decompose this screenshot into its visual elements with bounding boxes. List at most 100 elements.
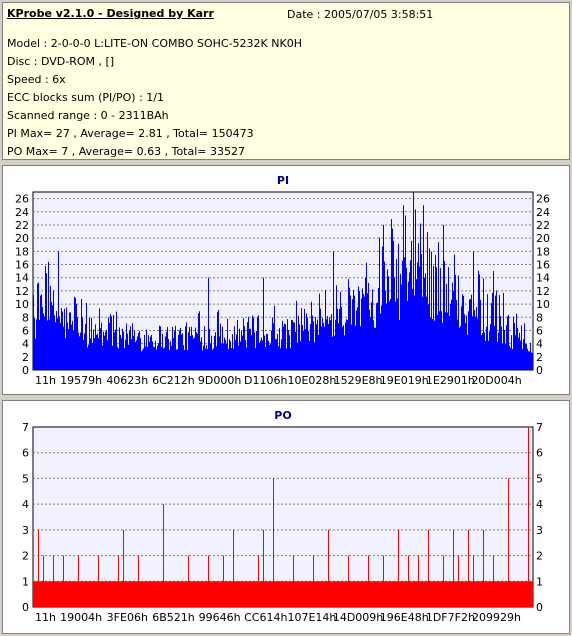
pi-bar [300,341,301,370]
pi-bar [150,336,151,370]
pi-bar [381,305,382,370]
pi-bar [461,306,462,370]
y-tick-label: 2 [22,351,29,364]
pi-bar [106,330,107,370]
y-tick-label: 16 [536,259,550,272]
pi-bar [90,338,91,370]
x-tick-label: 20D004h [471,374,521,387]
po-spike-bar [118,555,119,607]
pi-bar [452,282,453,370]
pi-bar [62,311,63,370]
y-tick-label: 8 [536,311,543,324]
y-tick-label: 10 [536,298,550,311]
y-tick-label: 24 [536,206,550,219]
pi-bar [197,333,198,370]
pi-bar [41,294,42,370]
x-tick-label: 99646h [199,611,241,624]
po-spike-bar [208,555,209,607]
pi-bar [469,299,470,370]
pi-bar [136,340,137,370]
pi-bar [499,295,500,370]
pi-bar [378,287,379,370]
pi-bar [110,314,111,370]
pi-bar [447,312,448,370]
x-tick-label: 1E2901h [426,374,475,387]
pi-bar [78,332,79,370]
pi-bar [355,325,356,370]
pi-bar [382,246,383,370]
pi-bar [100,328,101,370]
po-spike-bar [293,555,294,607]
chart-title: PO [274,409,291,422]
pi-bar [468,311,469,370]
pi-bar [496,290,497,370]
pi-bar [201,337,202,370]
pi-bar [60,323,61,370]
y-tick-label: 26 [15,193,29,206]
pi-bar [363,293,364,370]
pi-bar [275,338,276,370]
po-chart-panel: PO 0 0 1 1 2 2 3 3 4 4 5 5 6 6 7 7 11h 19004h 3FE06h 6B521h 9… [2,400,570,634]
po-spike-bar [78,555,79,607]
pi-bar [527,348,528,370]
pi-bar [190,336,191,370]
pi-bar [424,277,425,370]
pi-peak-bar [208,277,209,370]
pi-bar [408,281,409,370]
pi-bar [282,320,283,370]
y-tick-label: 20 [536,232,550,245]
pi-bar [243,318,244,370]
x-tick-label: CC614h [244,611,287,624]
disc-line: Disc : DVD-ROM , [] [7,55,115,68]
pi-bar [276,339,277,370]
pi-bar [271,330,272,370]
pi-bar [86,302,87,370]
pi-peak-bar [413,192,414,370]
pi-bar [33,294,34,370]
pi-bar [182,333,183,370]
y-tick-label: 5 [536,472,543,485]
pi-bar [45,265,46,370]
pi-bar [495,295,496,370]
y-tick-label: 6 [22,324,29,337]
pi-bar [98,338,99,370]
po-spike-bar [38,529,39,607]
pi-bar [373,320,374,370]
pi-bar [53,290,54,370]
pi-bar [421,254,422,370]
pi-bar [359,290,360,370]
pi-bar [521,325,522,370]
pi-bar [214,335,215,370]
pi-bar [183,345,184,370]
pi-bar [310,324,311,370]
pi-bar [83,339,84,370]
po-spike-bar [528,427,529,607]
po-spike-bar [138,555,139,607]
pi-bar [511,335,512,370]
y-tick-label: 14 [15,272,29,285]
pi-summary-line: PI Max= 27 , Average= 2.81 , Total= 1504… [7,127,254,140]
x-tick-label: 196E48h [380,611,429,624]
x-tick-label: 209929h [472,611,521,624]
x-tick-label: 14D009h [333,611,383,624]
pi-bar [370,317,371,370]
pi-bar [513,316,514,370]
x-tick-label: 19E019h [380,374,429,387]
pi-bar [384,261,385,370]
pi-bar [184,349,185,370]
pi-bar [331,314,332,370]
pi-bar [379,237,380,370]
pi-bar [425,273,426,370]
pi-bar [181,334,182,370]
pi-bar [217,312,218,370]
pi-bar [107,340,108,370]
pi-bar [50,285,51,370]
pi-bar [437,315,438,370]
y-tick-label: 4 [536,338,543,351]
pi-bar [477,318,478,370]
pi-bar [209,328,210,370]
pi-bar [439,311,440,370]
pi-bar [168,339,169,370]
pi-peak-bar [493,271,494,370]
pi-bar [478,270,479,370]
